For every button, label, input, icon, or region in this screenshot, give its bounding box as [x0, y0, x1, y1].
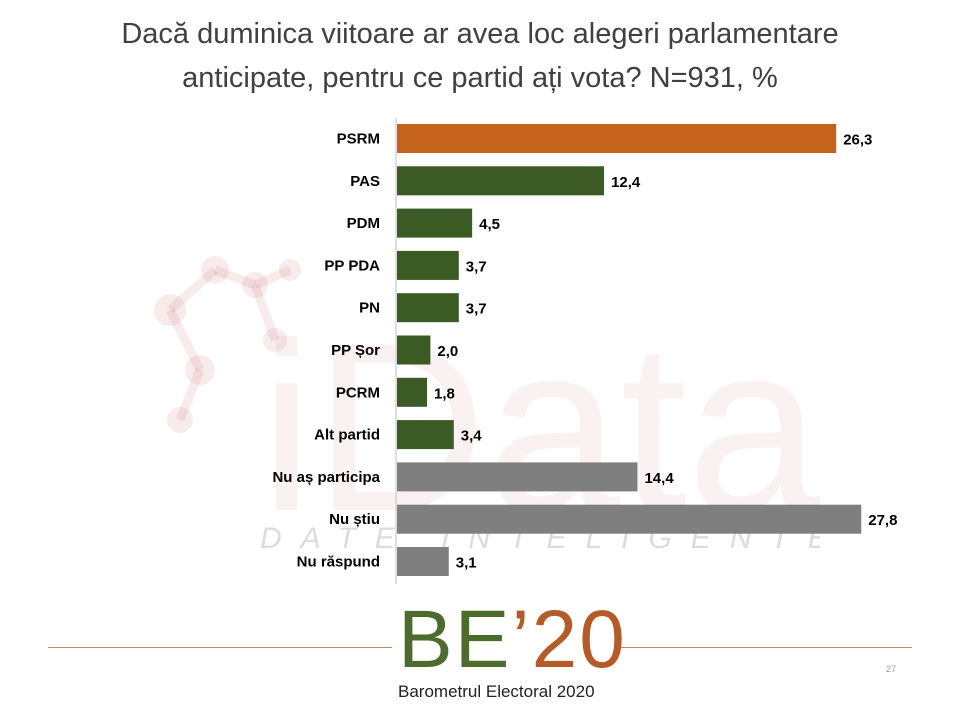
- value-label-4: 3,7: [466, 301, 487, 318]
- footer-rule-right: [620, 647, 912, 648]
- category-label-2: PDM: [347, 215, 380, 232]
- bar-1: [397, 166, 605, 196]
- value-label-9: 27,8: [868, 512, 897, 529]
- bar-3: [397, 250, 459, 280]
- category-label-1: PAS: [350, 173, 380, 190]
- logo-mark: BE’20: [398, 598, 627, 682]
- logo-subtitle: Barometrul Electoral 2020: [398, 682, 595, 701]
- category-label-7: Alt partid: [314, 427, 380, 444]
- category-label-8: Nu aș participa: [272, 469, 380, 486]
- be20-logo: BE’20 Barometrul Electoral 2020: [392, 598, 625, 708]
- category-label-10: Nu răspund: [297, 554, 380, 571]
- value-label-0: 26,3: [843, 132, 872, 149]
- category-label-0: PSRM: [337, 131, 380, 148]
- page-title-line-2: anticipate, pentru ce partid ați vota? N…: [182, 62, 778, 94]
- bar-10: [397, 547, 449, 576]
- category-label-9: Nu știu: [329, 511, 380, 528]
- bar-6: [397, 377, 428, 407]
- value-label-1: 12,4: [611, 174, 641, 191]
- bar-5: [397, 335, 431, 365]
- page-title-line-1: Dacă duminica viitoare ar avea loc alege…: [121, 18, 839, 50]
- bar-4: [397, 293, 459, 323]
- value-label-7: 3,4: [461, 428, 483, 445]
- network-icon: [165, 265, 292, 422]
- value-label-6: 1,8: [434, 385, 455, 402]
- value-label-10: 3,1: [456, 555, 477, 572]
- logo-year: ’20: [511, 594, 627, 685]
- value-label-3: 3,7: [466, 258, 487, 275]
- category-label-5: PP Șor: [331, 342, 380, 359]
- bar-2: [397, 208, 473, 238]
- bar-0: [397, 124, 837, 153]
- footer-rule-left: [48, 647, 392, 648]
- category-label-3: PP PDA: [324, 257, 380, 274]
- category-label-6: PCRM: [336, 384, 380, 401]
- logo-be: BE: [398, 594, 512, 685]
- bar-9: [397, 504, 862, 534]
- value-label-2: 4,5: [479, 216, 500, 233]
- page-number: 27: [886, 664, 897, 674]
- value-label-8: 14,4: [644, 470, 674, 487]
- value-label-5: 2,0: [437, 343, 458, 360]
- bar-chart: PSRM 26,3 PAS 12,4 PDM 4,5 PP PDA 3,7 PN 3,7 PP Șo…: [272, 118, 897, 584]
- page-title: Dacă duminica viitoare ar avea loc alege…: [40, 12, 920, 100]
- bar-8: [397, 462, 638, 492]
- bar-7: [397, 420, 454, 450]
- category-label-4: PN: [359, 300, 380, 317]
